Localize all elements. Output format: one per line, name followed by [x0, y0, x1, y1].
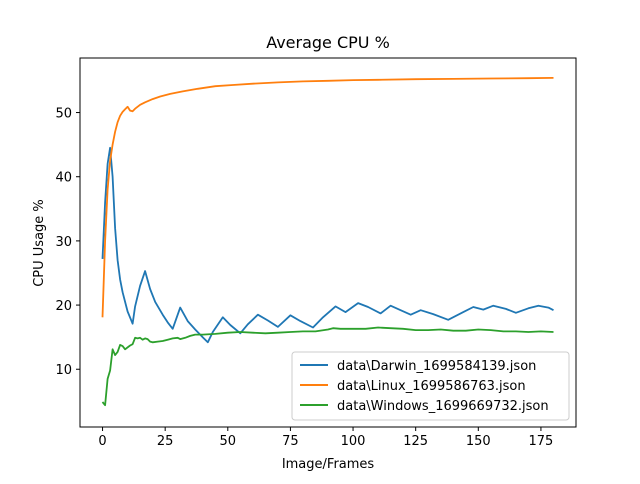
x-tick-label: 75: [282, 434, 299, 449]
y-tick-label: 30: [55, 235, 72, 250]
y-tick-label: 10: [55, 363, 72, 378]
x-tick-label: 175: [529, 434, 554, 449]
y-tick-label: 20: [55, 299, 72, 314]
legend-box: [291, 351, 570, 421]
legend-label: data\Linux_1699586763.json: [337, 379, 526, 394]
series-line-2: [101, 77, 554, 318]
x-tick-label: 50: [220, 434, 237, 449]
x-tick-label: 150: [466, 434, 491, 449]
y-tick-label: 50: [55, 107, 72, 122]
y-axis-label: CPU Usage %: [32, 199, 47, 287]
y-tick-label: 40: [55, 171, 72, 186]
series-line-3: [101, 326, 554, 407]
chart-title: Average CPU %: [266, 33, 390, 52]
series-line-1: [101, 146, 554, 344]
x-tick-label: 25: [157, 434, 174, 449]
legend-label: data\Darwin_1699584139.json: [337, 359, 536, 374]
x-axis-label: Image/Frames: [282, 457, 375, 472]
legend-label: data\Windows_1699669732.json: [337, 399, 549, 414]
plot-frame: [79, 57, 577, 428]
x-tick-label: 100: [341, 434, 366, 449]
x-tick-label: 0: [98, 434, 106, 449]
x-tick-label: 125: [403, 434, 428, 449]
